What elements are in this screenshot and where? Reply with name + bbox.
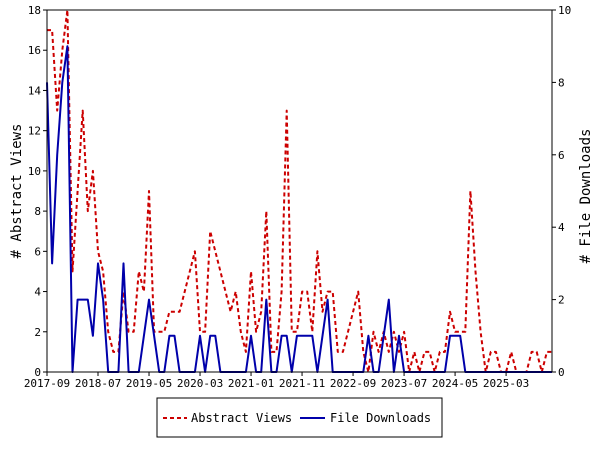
y-left-tick-label: 8 [34,205,41,218]
legend-label-file-downloads: File Downloads [330,411,431,425]
y-left-tick-label: 12 [28,125,41,138]
legend-box [156,397,443,438]
x-axis: 2017-09 2018-07 2019-05 2020-03 2021-01 2021-… [24,372,529,390]
series-line-abstract-views [47,9,552,373]
x-tick-label: 2018-07 [75,377,121,390]
y-right-tick-label: 2 [558,294,565,307]
y-left-tick-label: 10 [28,165,41,178]
y-left-tick-label: 4 [34,286,41,299]
x-tick-label: 2019-05 [126,377,172,390]
x-tick-label: 2023-07 [381,377,427,390]
x-tick-label: 2021-01 [228,377,274,390]
y-left-tick-label: 6 [34,245,41,258]
y-left-tick-label: 16 [28,44,41,57]
y-right-tick-label: 4 [558,221,565,234]
y-right-tick-label: 8 [558,76,565,89]
x-tick-label: 2021-11 [279,377,325,390]
legend-label-abstract-views: Abstract Views [191,411,292,425]
y-left-tick-label: 14 [28,84,42,97]
y-left-tick-label: 18 [28,4,41,17]
x-tick-label: 2025-03 [483,377,529,390]
x-tick-label: 2024-05 [432,377,478,390]
y-right-axis-title: # File Downloads [578,129,594,264]
y-left-axis-title: # Abstract Views [9,124,25,259]
y-right-tick-label: 0 [558,366,565,379]
x-tick-label: 2022-09 [330,377,376,390]
plot-frame [46,9,553,373]
y-left-tick-label: 2 [34,326,41,339]
right-axis: 0 2 4 6 8 10 [552,4,571,379]
x-tick-label: 2017-09 [24,377,70,390]
y-left-tick-label: 0 [34,366,41,379]
left-axis: 0 2 4 6 8 10 12 14 16 18 [28,4,47,379]
x-tick-label: 2020-03 [177,377,223,390]
y-right-tick-label: 10 [558,4,571,17]
y-right-tick-label: 6 [558,149,565,162]
legend: Abstract Views File Downloads [156,397,443,438]
